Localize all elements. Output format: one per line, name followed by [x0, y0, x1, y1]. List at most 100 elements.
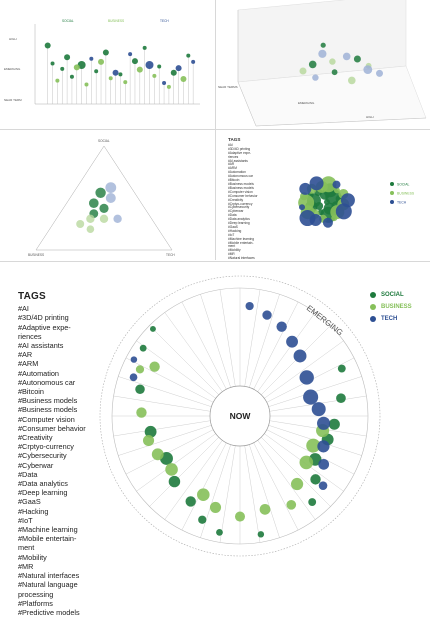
radial-point-social	[337, 364, 346, 373]
tag-item: #Consumer behavior	[228, 193, 258, 198]
tag-item: ment	[18, 543, 35, 553]
tag-item: #Natural interfaces	[18, 571, 80, 581]
tag-item: #Business models	[228, 181, 254, 186]
tag-item: #Hacking	[18, 506, 49, 516]
scatter3d-point-tech	[376, 69, 383, 77]
scatter3d-point-business	[299, 67, 307, 75]
ternary-point-business	[86, 225, 95, 233]
tag-item: #GaaS	[228, 224, 238, 229]
tag-item: #3D/4D printing	[18, 313, 69, 323]
radial-point-tech	[299, 370, 314, 385]
lollipop-point-social	[64, 54, 71, 61]
tag-item: #Automation	[228, 170, 246, 175]
radial-spoke	[219, 289, 236, 387]
tag-item: #Crptyo-currency	[228, 201, 253, 206]
scatter3d-point-social	[353, 55, 361, 63]
radial-timeline-chart: NOW EMERGING	[99, 275, 381, 557]
radial-point-tech	[130, 356, 138, 363]
ternary-point-tech	[113, 214, 122, 223]
scatter3d-point-business	[348, 76, 356, 85]
tag-item: #Predictive models	[18, 607, 80, 617]
tag-item: #Platforms	[18, 598, 53, 608]
radial-spoke	[261, 437, 331, 507]
cluster-legend-label: TECH	[397, 201, 407, 205]
radial-point-tech	[318, 481, 328, 490]
tag-item: #Mobility	[228, 248, 241, 253]
cluster-bubble-business	[320, 176, 337, 193]
lollipop-point-business	[152, 73, 157, 78]
scatter3d-point-tech	[312, 74, 319, 81]
scatter3d-point-social	[320, 42, 326, 48]
tag-item: #AR	[18, 350, 33, 360]
radial-spoke	[181, 301, 227, 390]
radial-point-social	[139, 344, 147, 352]
tag-item: #IoT	[228, 232, 235, 237]
ternary-point-business	[86, 214, 95, 223]
lollipop-point-business	[73, 64, 80, 71]
tag-item: #Business models	[18, 396, 78, 406]
lollipop-point-social	[170, 69, 177, 76]
lollipop-point-tech	[112, 69, 119, 76]
scatter-3d-chart: NEAR TERMS EMERGING HIGH	[218, 0, 427, 127]
radial-spoke	[244, 289, 261, 387]
radial-spoke	[149, 325, 219, 395]
radial-spoke	[118, 376, 212, 407]
social-dot-icon	[370, 292, 376, 298]
cluster-legend-dot-icon	[390, 200, 394, 204]
tag-item: #Data analytics	[18, 479, 68, 489]
tag-item: #Bitcoin	[228, 178, 240, 183]
tag-item: #Consumer behavior	[18, 423, 86, 433]
tags-list: TAGS #AI #3D/4D printing #Adaptive expe-ri…	[18, 291, 110, 617]
radial-spoke	[249, 444, 280, 538]
tag-item: #Adaptive expe-	[228, 150, 252, 155]
tag-item: #Creativity	[228, 197, 244, 202]
ternary-point-social	[99, 203, 109, 213]
ternary-point-business	[99, 214, 109, 223]
radial-point-social	[185, 496, 196, 507]
radial-point-tech	[276, 321, 287, 332]
tag-item: #Adaptive expe-	[18, 322, 71, 332]
tag-item: #Computer vision	[228, 189, 253, 194]
ternary-point-social	[95, 187, 106, 198]
radial-point-business	[142, 434, 155, 447]
cluster-bubble-tech	[299, 204, 306, 211]
radial-spoke	[244, 445, 261, 543]
cluster-bubble-tech	[332, 180, 341, 189]
radial-spoke	[164, 312, 223, 392]
divider-vertical	[215, 0, 216, 260]
lollipop-point-business	[136, 66, 143, 73]
tech-dot-icon	[370, 316, 376, 322]
lollipop-point-social	[94, 69, 99, 74]
radial-point-tech	[286, 335, 298, 348]
legend-label-social: SOCIAL	[62, 19, 74, 23]
radial-spoke	[249, 294, 280, 388]
radial-spoke	[253, 301, 299, 390]
ternary-point-tech	[105, 182, 117, 193]
tag-item: #Creativity	[18, 433, 53, 443]
lollipop-point-social	[44, 42, 51, 49]
radial-spoke	[219, 445, 236, 543]
radial-spoke	[164, 440, 223, 520]
scatter-3d-panel: NEAR TERMS EMERGING HIGH	[216, 0, 430, 128]
y-label-emerging: EMERGING	[4, 67, 21, 71]
radial-point-tech	[262, 310, 272, 320]
tag-item: #Automation	[18, 368, 59, 378]
tags-title: TAGS	[18, 291, 46, 302]
lollipop-point-business	[108, 76, 113, 81]
radial-point-business	[299, 455, 314, 470]
radial-point-tech	[303, 389, 319, 405]
radial-spoke	[113, 395, 211, 412]
radial-spoke	[136, 340, 216, 399]
tag-item: #Natural language	[18, 580, 78, 590]
radial-chart-panel: NOW EMERGING	[0, 262, 430, 571]
business-dot-icon	[370, 304, 376, 310]
tag-item: #AI assistants	[228, 158, 248, 163]
scatter3d-point-tech	[318, 49, 327, 58]
cluster-legend-label: BUSINESS	[397, 192, 415, 196]
cluster-legend-label: SOCIAL	[397, 183, 410, 187]
tag-item: #Cyberwar	[18, 460, 54, 470]
radial-point-tech	[317, 440, 330, 453]
ternary-point-business	[76, 220, 85, 228]
outer-dashed-ring	[99, 275, 381, 557]
scatter3d-point-business	[329, 58, 336, 65]
